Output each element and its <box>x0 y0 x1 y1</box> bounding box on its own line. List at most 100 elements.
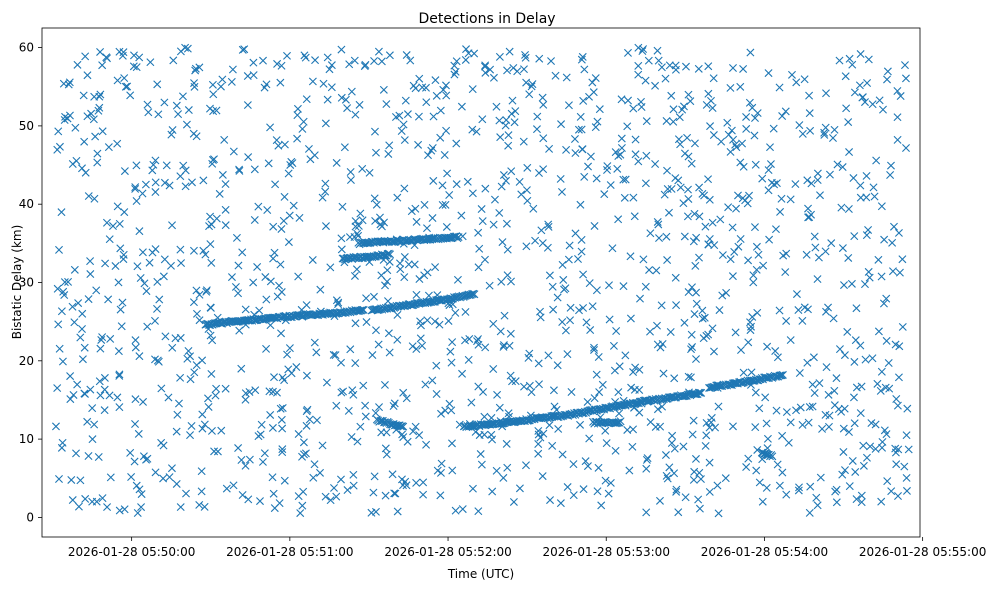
detection-point <box>708 324 717 333</box>
detection-point <box>312 348 321 357</box>
detection-point <box>91 132 100 141</box>
detection-point <box>404 260 413 269</box>
detection-point <box>337 358 346 367</box>
detection-point <box>805 403 814 412</box>
detection-point <box>689 416 698 425</box>
detection-point <box>452 180 461 189</box>
x-tick-label: 2026-01-28 05:50:00 <box>68 545 195 559</box>
detection-point <box>94 106 103 115</box>
detection-point <box>461 55 470 64</box>
detection-point <box>382 100 391 109</box>
track-point <box>327 308 336 317</box>
detection-point <box>876 386 885 395</box>
detection-point <box>431 76 440 85</box>
detection-point <box>585 279 594 288</box>
detection-point <box>83 71 92 80</box>
detection-point <box>849 393 858 402</box>
detection-point <box>778 468 787 477</box>
detection-point <box>422 98 431 107</box>
detection-point <box>96 90 105 99</box>
detection-point <box>123 82 132 91</box>
detection-point <box>820 130 829 139</box>
track-point <box>695 388 704 397</box>
detection-point <box>407 207 416 216</box>
detection-point <box>89 115 98 124</box>
detection-point <box>667 439 676 448</box>
detection-point <box>822 363 831 372</box>
detection-point <box>278 424 287 433</box>
detection-point <box>615 362 624 371</box>
detection-point <box>86 385 95 394</box>
track-point <box>615 418 624 427</box>
detection-point <box>580 65 589 74</box>
detection-point <box>143 454 152 463</box>
detection-point <box>621 175 630 184</box>
detection-point <box>275 281 284 290</box>
detection-point <box>113 202 122 211</box>
detection-point <box>504 131 513 140</box>
x-tick-label: 2026-01-28 05:53:00 <box>543 545 670 559</box>
detection-point <box>208 336 217 345</box>
detection-point <box>690 467 699 476</box>
detection-point <box>657 63 666 72</box>
detection-point <box>902 144 910 152</box>
detection-point <box>130 457 139 466</box>
detection-point <box>805 508 814 517</box>
detection-point <box>531 236 540 245</box>
detection-point <box>684 90 693 99</box>
detection-point <box>753 308 762 317</box>
detection-point <box>887 487 896 496</box>
detection-point <box>893 113 902 122</box>
detection-point <box>888 238 897 247</box>
detection-point <box>539 134 548 143</box>
detection-point <box>679 102 688 111</box>
detection-point <box>132 196 141 205</box>
detection-point <box>495 208 504 217</box>
detection-point <box>264 159 273 168</box>
detection-point <box>782 408 791 417</box>
detection-point <box>280 192 289 201</box>
detection-point <box>362 294 371 303</box>
detection-point <box>153 304 162 313</box>
detection-point <box>227 77 236 86</box>
detection-point <box>856 181 865 190</box>
detection-point <box>474 507 483 516</box>
detection-point <box>349 470 358 479</box>
detection-point <box>621 351 630 360</box>
detection-point <box>370 194 379 203</box>
detection-point <box>195 63 204 72</box>
detection-point <box>441 200 450 209</box>
detection-point <box>311 56 320 65</box>
detection-point <box>507 109 516 118</box>
detection-point <box>736 82 745 91</box>
detection-point <box>190 368 199 377</box>
detection-point <box>428 376 437 385</box>
detection-point <box>594 353 603 361</box>
track-point <box>358 305 367 314</box>
detection-point <box>724 130 733 139</box>
detection-point <box>762 419 771 428</box>
detection-point <box>220 135 229 144</box>
detection-point <box>838 244 847 253</box>
detection-point <box>493 390 502 399</box>
detection-point <box>412 478 421 487</box>
detection-point <box>337 234 346 243</box>
detection-point <box>864 55 873 64</box>
detection-point <box>277 329 286 338</box>
detection-point <box>784 438 793 447</box>
detection-point <box>237 364 246 373</box>
detection-point <box>436 106 445 115</box>
detection-point <box>84 295 93 304</box>
detection-point <box>498 238 507 247</box>
detection-point <box>683 212 692 221</box>
detection-point <box>502 219 511 228</box>
detection-point <box>746 326 755 335</box>
detection-point <box>411 422 420 431</box>
detection-point <box>850 419 859 428</box>
detection-point <box>737 346 745 354</box>
detection-point <box>772 406 781 415</box>
detection-point <box>227 273 236 282</box>
detection-point <box>676 140 685 149</box>
detection-point <box>53 284 62 293</box>
detection-point <box>577 55 586 64</box>
